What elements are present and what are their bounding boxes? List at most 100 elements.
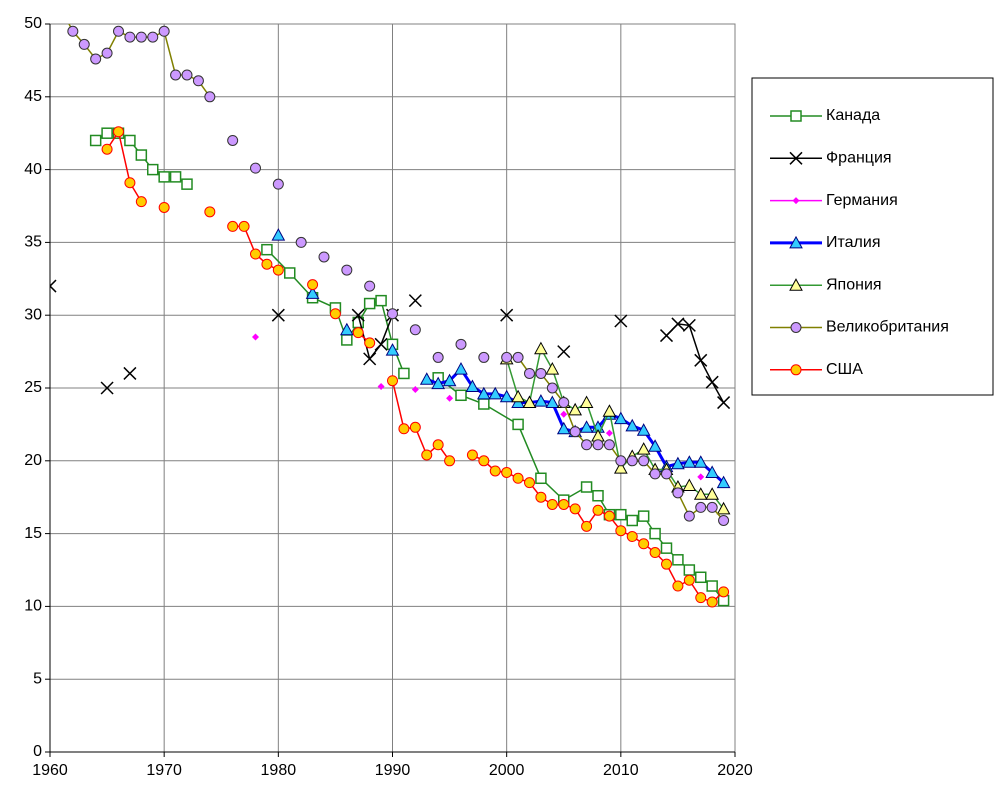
marker — [626, 455, 638, 467]
marker — [636, 423, 651, 436]
marker — [307, 279, 319, 291]
marker — [363, 297, 376, 310]
marker — [352, 327, 364, 339]
marker — [387, 308, 398, 320]
marker — [488, 386, 503, 400]
marker — [363, 352, 377, 366]
marker — [476, 386, 491, 400]
marker — [693, 487, 708, 500]
x-tick-label: 2000 — [489, 762, 525, 779]
marker — [694, 353, 708, 367]
marker — [682, 478, 697, 492]
marker — [101, 143, 113, 155]
marker — [535, 367, 547, 379]
marker — [661, 558, 672, 570]
marker — [377, 383, 385, 391]
marker — [557, 345, 571, 359]
marker — [89, 134, 102, 147]
marker — [695, 501, 707, 513]
marker — [227, 220, 239, 232]
marker — [512, 418, 524, 431]
marker — [419, 372, 434, 385]
marker — [512, 472, 524, 484]
marker — [147, 163, 159, 176]
marker — [558, 498, 570, 510]
marker — [625, 418, 640, 432]
marker — [489, 465, 501, 477]
marker — [705, 465, 720, 478]
y-tick-label: 15 — [24, 525, 42, 542]
marker — [147, 31, 159, 43]
marker — [716, 501, 731, 515]
marker — [671, 456, 685, 470]
marker — [158, 25, 170, 37]
marker — [569, 503, 581, 515]
marker — [524, 367, 535, 379]
x-tick-label: 1960 — [32, 762, 68, 779]
marker — [113, 126, 124, 138]
marker — [271, 308, 285, 322]
marker — [671, 317, 685, 331]
marker — [500, 308, 514, 322]
marker — [717, 396, 731, 410]
marker — [411, 385, 419, 393]
marker — [649, 547, 661, 559]
marker — [100, 381, 114, 395]
marker — [387, 375, 398, 387]
marker — [682, 318, 696, 332]
marker — [501, 466, 513, 478]
legend-label: Канада — [826, 107, 880, 124]
marker — [636, 442, 651, 455]
marker — [545, 395, 560, 409]
marker — [442, 373, 457, 387]
marker — [227, 134, 239, 146]
marker — [252, 333, 259, 341]
marker — [364, 337, 376, 349]
y-tick-label: 30 — [24, 306, 42, 323]
marker — [408, 294, 422, 308]
marker — [261, 258, 273, 270]
marker — [579, 420, 594, 433]
marker — [592, 489, 604, 502]
legend-label: Франция — [826, 150, 892, 167]
marker — [568, 402, 583, 416]
marker — [524, 477, 535, 489]
x-tick-label: 1980 — [261, 762, 297, 779]
marker — [637, 510, 650, 522]
marker — [592, 439, 604, 451]
marker — [615, 508, 627, 521]
marker — [455, 389, 467, 402]
y-tick-label: 20 — [24, 452, 42, 469]
marker — [603, 439, 615, 451]
marker — [124, 134, 136, 147]
marker — [305, 286, 320, 299]
marker — [790, 364, 802, 376]
marker — [706, 501, 718, 513]
legend-box — [751, 77, 994, 396]
marker — [478, 351, 490, 363]
marker — [329, 308, 341, 320]
marker — [579, 395, 594, 409]
y-tick-label: 35 — [24, 234, 42, 251]
marker — [272, 264, 284, 276]
marker — [682, 455, 697, 468]
marker — [535, 472, 547, 485]
y-tick-label: 5 — [33, 670, 42, 687]
marker — [339, 322, 354, 336]
marker — [101, 47, 113, 59]
marker — [158, 171, 170, 183]
marker — [638, 538, 650, 550]
marker — [135, 196, 147, 208]
marker — [432, 351, 444, 363]
marker — [181, 69, 193, 81]
marker — [364, 280, 376, 292]
marker — [135, 149, 148, 161]
marker — [638, 455, 650, 467]
marker — [511, 389, 525, 403]
marker — [124, 177, 136, 189]
marker — [512, 351, 524, 363]
marker — [478, 455, 490, 467]
marker — [238, 220, 250, 232]
marker — [613, 461, 628, 474]
marker — [695, 571, 707, 584]
